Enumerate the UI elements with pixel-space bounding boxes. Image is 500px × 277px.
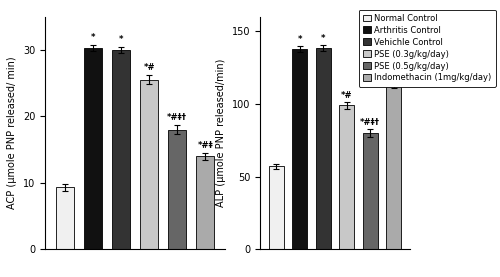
Bar [292, 48, 308, 249]
Text: *: * [321, 34, 326, 43]
Bar [362, 133, 378, 249]
Bar [339, 105, 354, 249]
Text: *: * [90, 33, 95, 42]
Text: *#‡: *#‡ [198, 141, 213, 150]
Bar [316, 48, 331, 249]
Text: *#: *# [144, 63, 155, 73]
Bar [386, 85, 401, 249]
Text: *#‡: *#‡ [386, 71, 402, 80]
Bar [112, 50, 130, 249]
Y-axis label: ACP (μmole PNP released/ min): ACP (μmole PNP released/ min) [8, 57, 18, 209]
Text: *: * [298, 35, 302, 43]
Bar [269, 166, 284, 249]
Bar [140, 80, 158, 249]
Y-axis label: ALP (μmole PNP released/min): ALP (μmole PNP released/min) [216, 59, 226, 207]
Bar [196, 156, 214, 249]
Text: *#‡†: *#‡† [167, 113, 187, 122]
Bar [168, 130, 186, 249]
Bar [84, 48, 102, 249]
Legend: Normal Control, Arthritis Control, Vehichle Control, PSE (0.3g/kg/day), PSE (0.5: Normal Control, Arthritis Control, Vehic… [358, 10, 496, 87]
Text: *: * [118, 35, 123, 44]
Bar [56, 188, 74, 249]
Text: *#‡†: *#‡† [360, 118, 380, 127]
Text: *#: *# [341, 91, 352, 99]
